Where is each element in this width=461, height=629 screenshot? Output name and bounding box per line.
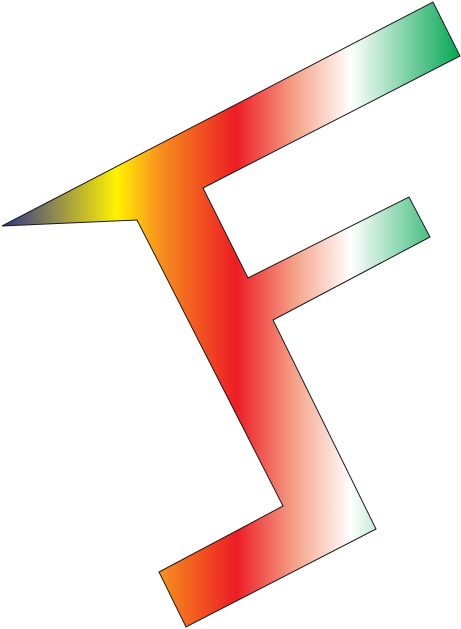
stylized-letter-outline [1,1,461,628]
gradient-letter-shape [1,1,461,628]
drawing-canvas [0,0,461,629]
